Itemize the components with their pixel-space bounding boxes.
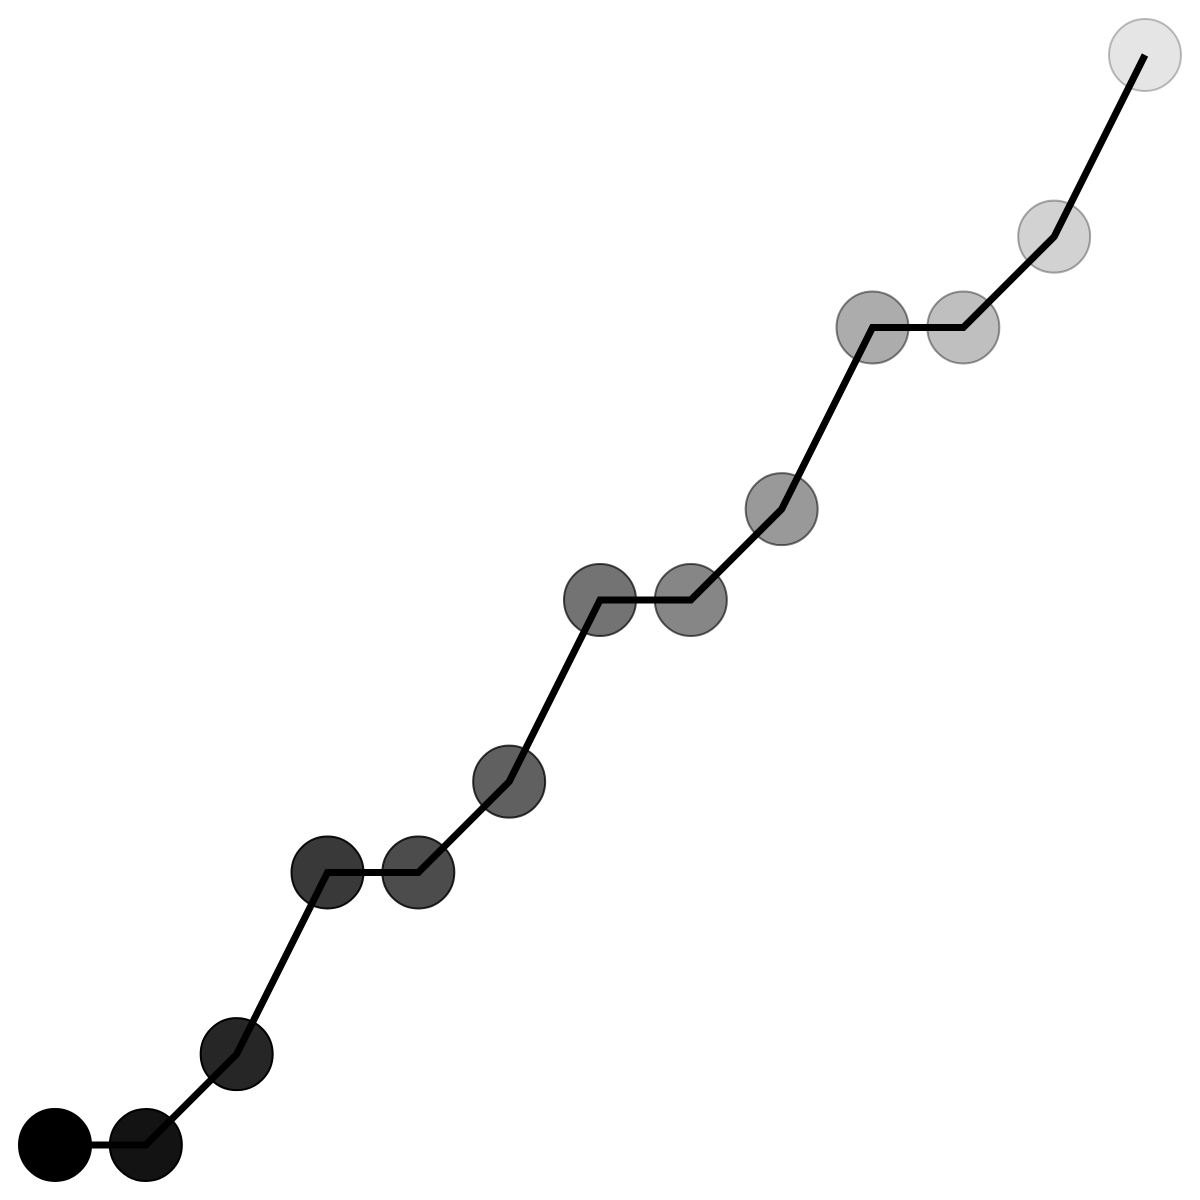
series-line <box>55 53 1149 1149</box>
line-group <box>55 53 1149 1149</box>
